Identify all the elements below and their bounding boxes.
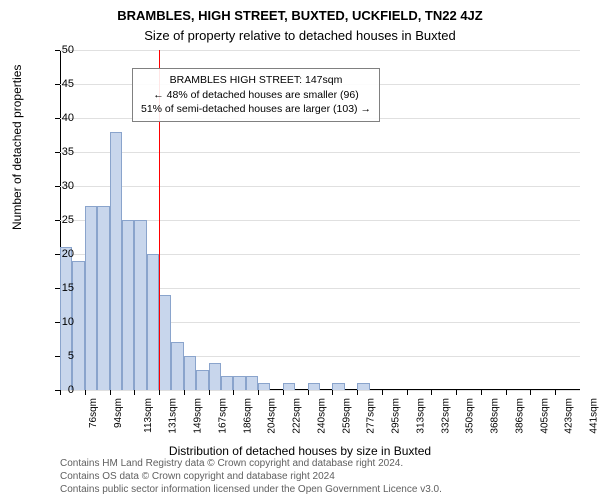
xtick-label: 222sqm bbox=[292, 398, 303, 434]
xtick-mark bbox=[431, 390, 432, 395]
ytick-label: 45 bbox=[44, 78, 74, 90]
annotation-line: ← 48% of detached houses are smaller (96… bbox=[141, 88, 371, 103]
histogram-bar bbox=[221, 376, 233, 390]
xtick-mark bbox=[506, 390, 507, 395]
xtick-label: 167sqm bbox=[217, 398, 228, 434]
xtick-mark bbox=[481, 390, 482, 395]
ytick-label: 25 bbox=[44, 214, 74, 226]
xtick-mark bbox=[555, 390, 556, 395]
histogram-bar bbox=[171, 342, 183, 390]
histogram-bar bbox=[357, 383, 369, 390]
histogram-bar bbox=[110, 132, 122, 390]
ytick-label: 35 bbox=[44, 146, 74, 158]
xtick-mark bbox=[233, 390, 234, 395]
xtick-label: 204sqm bbox=[267, 398, 278, 434]
xtick-label: 94sqm bbox=[113, 398, 124, 428]
xtick-label: 423sqm bbox=[564, 398, 575, 434]
xtick-label: 131sqm bbox=[168, 398, 179, 434]
ytick-label: 15 bbox=[44, 282, 74, 294]
ytick-label: 0 bbox=[44, 384, 74, 396]
xtick-mark bbox=[184, 390, 185, 395]
xtick-mark bbox=[357, 390, 358, 395]
histogram-bar bbox=[159, 295, 171, 390]
xtick-mark bbox=[159, 390, 160, 395]
histogram-bar bbox=[184, 356, 196, 390]
attribution-text: Contains HM Land Registry data © Crown c… bbox=[60, 457, 442, 496]
xtick-label: 332sqm bbox=[440, 398, 451, 434]
xtick-mark bbox=[283, 390, 284, 395]
xtick-label: 240sqm bbox=[316, 398, 327, 434]
chart-title-sub: Size of property relative to detached ho… bbox=[0, 28, 600, 43]
xtick-mark bbox=[530, 390, 531, 395]
xtick-label: 277sqm bbox=[366, 398, 377, 434]
attribution-line: Contains HM Land Registry data © Crown c… bbox=[60, 457, 442, 470]
histogram-bar bbox=[196, 370, 208, 390]
attribution-line: Contains public sector information licen… bbox=[60, 483, 442, 496]
ytick-label: 40 bbox=[44, 112, 74, 124]
histogram-bar bbox=[233, 376, 245, 390]
ytick-label: 5 bbox=[44, 350, 74, 362]
histogram-bar bbox=[308, 383, 320, 390]
x-axis-label: Distribution of detached houses by size … bbox=[0, 444, 600, 458]
xtick-label: 441sqm bbox=[589, 398, 600, 434]
annotation-line: BRAMBLES HIGH STREET: 147sqm bbox=[141, 73, 371, 88]
grid-line bbox=[60, 390, 580, 391]
xtick-label: 386sqm bbox=[515, 398, 526, 434]
histogram-bar bbox=[209, 363, 221, 390]
xtick-label: 313sqm bbox=[415, 398, 426, 434]
grid-line bbox=[60, 152, 580, 153]
xtick-label: 113sqm bbox=[142, 398, 153, 433]
histogram-bar bbox=[85, 206, 97, 390]
histogram-bar bbox=[246, 376, 258, 390]
y-axis-label: Number of detached properties bbox=[10, 65, 24, 230]
ytick-label: 30 bbox=[44, 180, 74, 192]
ytick-label: 50 bbox=[44, 44, 74, 56]
xtick-label: 259sqm bbox=[341, 398, 352, 434]
histogram-bar bbox=[258, 383, 270, 390]
xtick-mark bbox=[134, 390, 135, 395]
xtick-label: 405sqm bbox=[539, 398, 550, 434]
histogram-bar bbox=[122, 220, 134, 390]
grid-line bbox=[60, 186, 580, 187]
xtick-label: 76sqm bbox=[88, 398, 99, 428]
ytick-label: 10 bbox=[44, 316, 74, 328]
histogram-bar bbox=[147, 254, 159, 390]
xtick-label: 186sqm bbox=[242, 398, 253, 434]
xtick-mark bbox=[110, 390, 111, 395]
histogram-bar bbox=[332, 383, 344, 390]
xtick-label: 295sqm bbox=[391, 398, 402, 434]
xtick-mark bbox=[382, 390, 383, 395]
annotation-box: BRAMBLES HIGH STREET: 147sqm← 48% of det… bbox=[132, 68, 380, 122]
xtick-mark bbox=[209, 390, 210, 395]
xtick-label: 368sqm bbox=[490, 398, 501, 434]
histogram-bar bbox=[97, 206, 109, 390]
histogram-bar bbox=[72, 261, 84, 390]
annotation-line: 51% of semi-detached houses are larger (… bbox=[141, 102, 371, 117]
chart-container: BRAMBLES, HIGH STREET, BUXTED, UCKFIELD,… bbox=[0, 0, 600, 500]
xtick-label: 149sqm bbox=[193, 398, 204, 434]
histogram-bar bbox=[134, 220, 146, 390]
ytick-label: 20 bbox=[44, 248, 74, 260]
xtick-mark bbox=[407, 390, 408, 395]
xtick-mark bbox=[332, 390, 333, 395]
xtick-label: 350sqm bbox=[465, 398, 476, 434]
attribution-line: Contains OS data © Crown copyright and d… bbox=[60, 470, 442, 483]
xtick-mark bbox=[456, 390, 457, 395]
xtick-mark bbox=[258, 390, 259, 395]
xtick-mark bbox=[308, 390, 309, 395]
chart-title-main: BRAMBLES, HIGH STREET, BUXTED, UCKFIELD,… bbox=[0, 8, 600, 23]
histogram-bar bbox=[283, 383, 295, 390]
grid-line bbox=[60, 50, 580, 51]
xtick-mark bbox=[85, 390, 86, 395]
